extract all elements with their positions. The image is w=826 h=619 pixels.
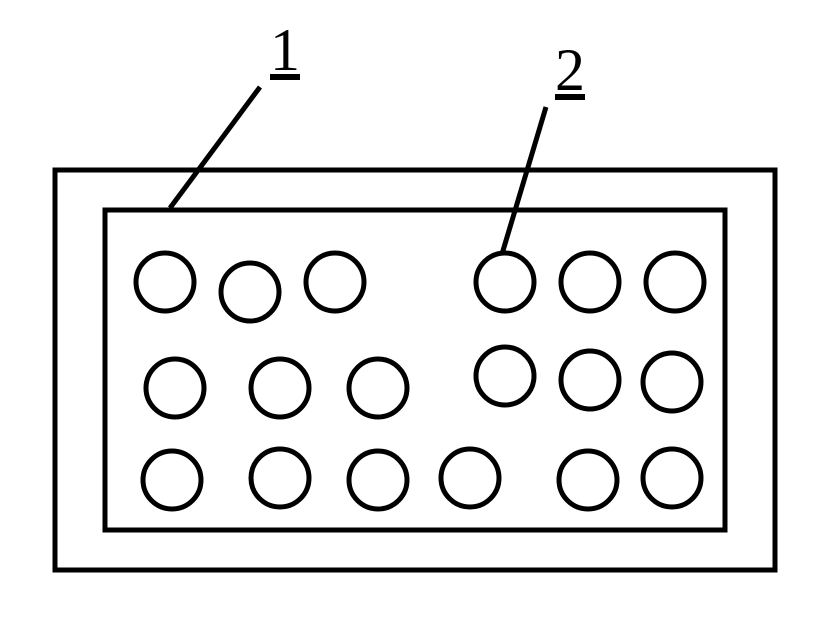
hole-circle (349, 451, 407, 509)
hole-circle (561, 351, 619, 409)
callout-label-1: 1 (270, 20, 300, 80)
hole-circle (251, 359, 309, 417)
hole-circle (306, 253, 364, 311)
hole-circle (251, 449, 309, 507)
hole-circle (143, 451, 201, 509)
callout-line-1 (170, 87, 260, 208)
diagram-svg (0, 0, 826, 619)
callout-label-2: 2 (555, 40, 585, 100)
hole-circle (136, 253, 194, 311)
hole-circle (146, 359, 204, 417)
diagram-canvas: 1 2 (0, 0, 826, 619)
hole-circle (441, 449, 499, 507)
hole-circle (349, 359, 407, 417)
hole-circle (476, 253, 534, 311)
hole-circle (476, 347, 534, 405)
hole-circle (643, 449, 701, 507)
hole-circle (646, 253, 704, 311)
callout-line-2 (502, 107, 546, 254)
hole-circle (221, 263, 279, 321)
hole-circle (561, 253, 619, 311)
hole-circle (559, 451, 617, 509)
hole-circle (643, 353, 701, 411)
